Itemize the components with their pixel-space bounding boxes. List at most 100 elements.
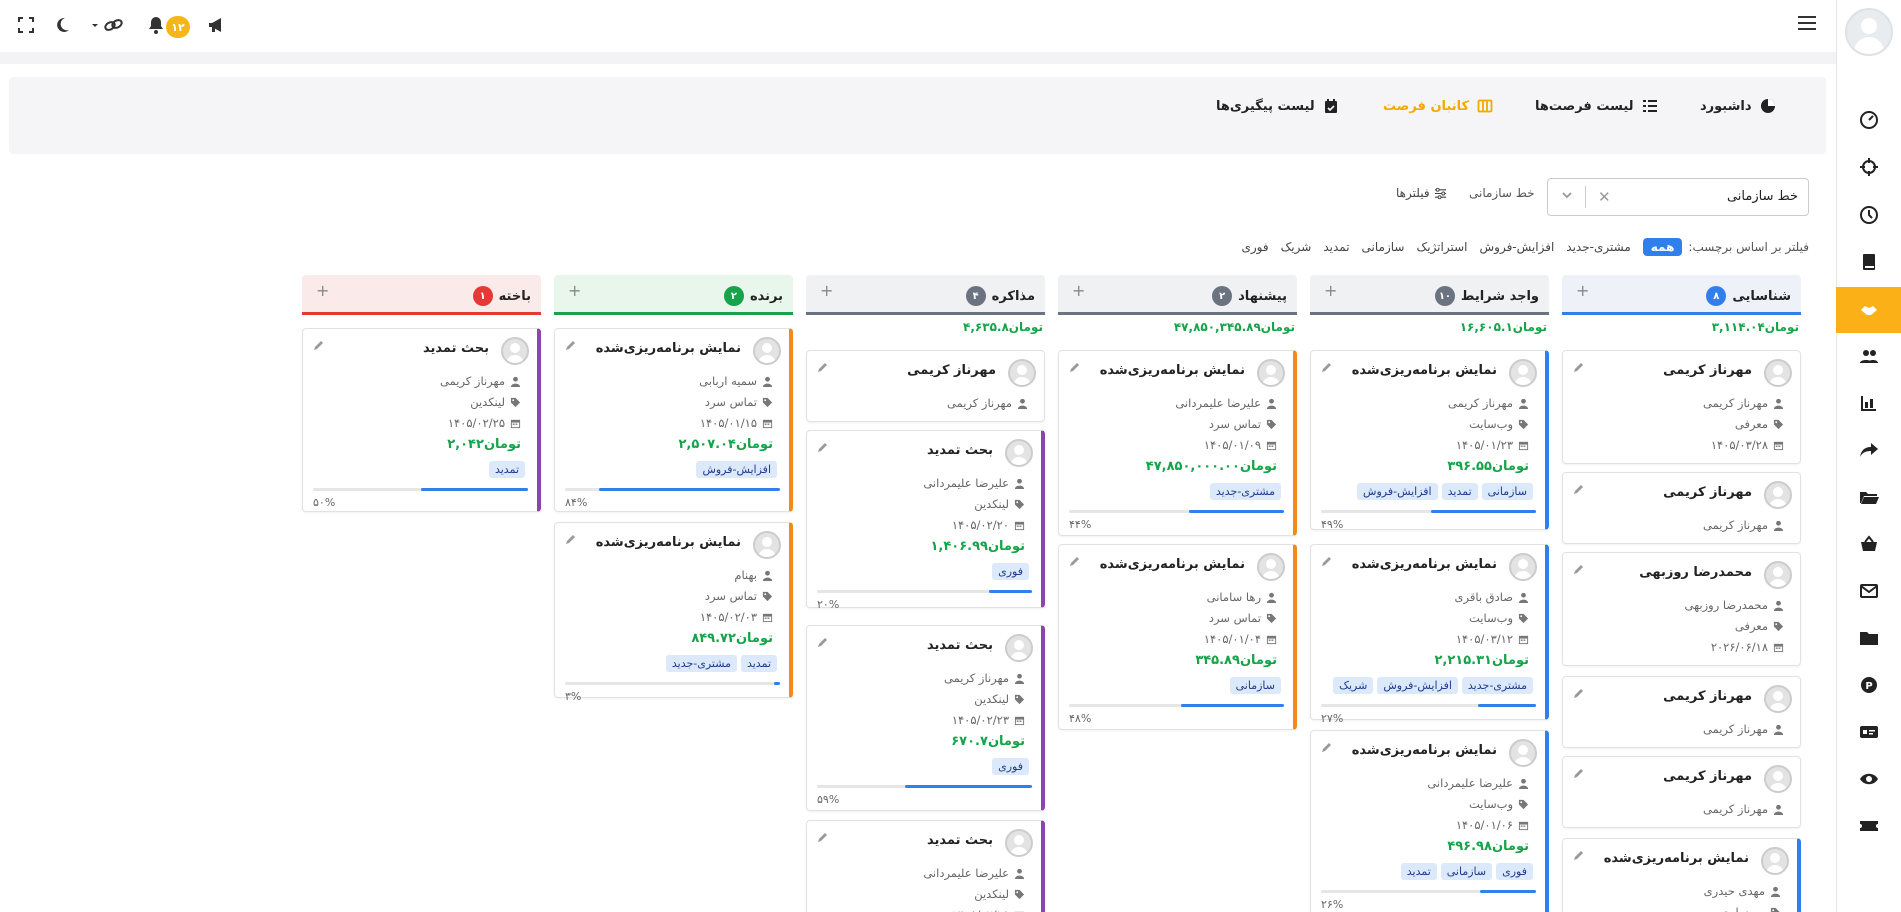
share-icon[interactable] — [1836, 430, 1901, 470]
nav-panel — [9, 77, 1826, 154]
card-source: تماس سرد — [1209, 611, 1277, 625]
add-card-icon[interactable]: + — [316, 281, 330, 300]
opportunity-card[interactable]: نمایش برنامه‌ریزی‌شده صادق باقری وب‌سایت ۱۴… — [1310, 544, 1549, 725]
edit-button[interactable] — [1573, 849, 1585, 864]
moon-icon[interactable] — [52, 14, 72, 36]
opportunity-card[interactable]: بحث تمدید مهرناز کریمی لینکدین ۱۴۰۵/۰۲/۲۵ تو… — [302, 328, 541, 512]
ticket-icon[interactable] — [1836, 806, 1901, 846]
handshake-icon[interactable] — [1836, 287, 1901, 333]
eye-icon[interactable] — [1836, 759, 1901, 799]
opportunity-card[interactable]: مهرناز کریمی مهرناز کریمی — [806, 350, 1045, 422]
money-card-icon[interactable] — [1836, 712, 1901, 752]
card-progress-fill — [773, 682, 780, 685]
opportunity-card[interactable]: مهرناز کریمی مهرناز کریمی — [1562, 472, 1801, 544]
tag-filter-partner[interactable]: شریک — [1280, 240, 1312, 254]
card-owner: مهرناز کریمی — [1448, 396, 1529, 410]
opportunity-card[interactable]: نمایش برنامه‌ریزی‌شده علیرضا علیمردانی تما… — [1058, 350, 1297, 536]
user-avatar[interactable] — [1845, 8, 1893, 56]
header-divider — [0, 52, 1836, 64]
opportunity-card[interactable]: مهرناز کریمی مهرناز کریمی — [1562, 676, 1801, 748]
opportunity-card[interactable]: محمدرضا روزبهی محمدرضا روزبهی معرفی ۲۰۲۶/۰۶… — [1562, 552, 1801, 666]
edit-button[interactable] — [565, 339, 577, 354]
add-card-icon[interactable]: + — [1324, 281, 1338, 300]
tag-filter-upsell[interactable]: افزایش-فروش — [1479, 240, 1555, 254]
edit-button[interactable] — [817, 441, 829, 456]
edit-button[interactable] — [817, 361, 829, 376]
tab-dashboard-label: داشبورد — [1700, 98, 1752, 114]
column-title: برنده ۲ — [723, 286, 783, 306]
users-icon[interactable] — [1836, 336, 1901, 376]
add-card-icon[interactable]: + — [568, 281, 582, 300]
tag-filter-new-customer[interactable]: مشتری-جدید — [1566, 240, 1631, 254]
opportunity-card[interactable]: بحث تمدید علیرضا علیمردانی لینکدین ۱۴۰۵/۰۲/… — [806, 820, 1045, 912]
bell-icon[interactable] — [146, 14, 166, 36]
tab-opportunity-list[interactable]: لیست فرصت‌ها — [1535, 95, 1658, 117]
clear-icon[interactable]: ✕ — [1598, 188, 1611, 206]
opportunity-card[interactable]: مهرناز کریمی مهرناز کریمی — [1562, 756, 1801, 828]
megaphone-icon[interactable] — [205, 14, 227, 36]
edit-button[interactable] — [1069, 361, 1081, 376]
edit-button[interactable] — [1069, 555, 1081, 570]
edit-button[interactable] — [817, 636, 829, 651]
opportunity-card[interactable]: نمایش برنامه‌ریزی‌شده مهرناز کریمی وب‌سایت… — [1310, 350, 1549, 531]
envelope-icon[interactable] — [1836, 571, 1901, 611]
tab-opportunity-list-label: لیست فرصت‌ها — [1535, 98, 1634, 114]
tag-filter-enterprise[interactable]: سازمانی — [1361, 240, 1405, 254]
opportunity-card[interactable]: نمایش برنامه‌ریزی‌شده رها سامانی تماس سرد ۱… — [1058, 544, 1297, 730]
add-card-icon[interactable]: + — [1072, 281, 1086, 300]
edit-button[interactable] — [817, 831, 829, 846]
add-card-icon[interactable]: + — [820, 281, 834, 300]
tab-kanban[interactable]: کانبان فرصت — [1383, 95, 1493, 117]
edit-button[interactable] — [1321, 361, 1333, 376]
tag-filter-all[interactable]: همه — [1642, 238, 1683, 256]
column-total: تومان۱۶,۶۰۵.۱ — [1459, 320, 1547, 334]
parking-icon[interactable]: P — [1836, 665, 1901, 705]
card-tags: مشتری-جدید — [1209, 483, 1281, 500]
chevron-down-icon[interactable] — [1560, 188, 1574, 205]
filters-button[interactable]: فیلترها — [1396, 186, 1447, 200]
edit-button[interactable] — [1573, 687, 1585, 702]
dashboard-icon[interactable] — [1836, 100, 1901, 140]
fullscreen-icon[interactable] — [16, 14, 36, 36]
edit-button[interactable] — [1573, 563, 1585, 578]
tag-filter-urgent[interactable]: فوری — [1241, 240, 1269, 254]
card-progress-percent: ۲۰% — [817, 598, 840, 611]
edit-button[interactable] — [1573, 483, 1585, 498]
edit-button[interactable] — [1573, 767, 1585, 782]
opportunity-card[interactable]: نمایش برنامه‌ریزی‌شده بهنام تماس سرد ۱۴۰۵/۰… — [554, 522, 793, 703]
card-source-text: وب‌سایت — [1468, 417, 1513, 431]
card-date-text: ۲۰۲۶/۰۶/۱۸ — [1710, 640, 1768, 654]
add-card-icon[interactable]: + — [1576, 281, 1590, 300]
column-title-label: پیشنهاد — [1238, 288, 1287, 304]
tab-followups[interactable]: لیست پیگیری‌ها — [1216, 95, 1339, 117]
owner-avatar — [1764, 561, 1792, 589]
opportunity-card[interactable]: بحث تمدید علیرضا علیمردانی لینکدین ۱۴۰۵/۰۲/… — [806, 430, 1045, 611]
edit-button[interactable] — [1321, 555, 1333, 570]
crosshair-icon[interactable] — [1836, 147, 1901, 187]
card-progress-bar — [1069, 704, 1284, 707]
opportunity-card[interactable]: مهرناز کریمی مهرناز کریمی معرفی ۱۴۰۵/۰۳/۲۸ — [1562, 350, 1801, 464]
opportunity-card[interactable]: بحث تمدید مهرناز کریمی لینکدین ۱۴۰۵/۰۲/۲۳ تو… — [806, 625, 1045, 811]
opportunity-card[interactable]: نمایش برنامه‌ریزی‌شده مهدی حیدری وب‌سایت — [1562, 838, 1801, 912]
org-line-select[interactable]: خط سازمانی ✕ — [1547, 178, 1809, 216]
chart-icon[interactable] — [1836, 383, 1901, 423]
folder-icon[interactable] — [1836, 618, 1901, 658]
edit-button[interactable] — [1321, 741, 1333, 756]
edit-button[interactable] — [565, 533, 577, 548]
opportunity-card[interactable]: نمایش برنامه‌ریزی‌شده علیرضا علیمردانی وب‌… — [1310, 730, 1549, 912]
opportunity-card[interactable]: نمایش برنامه‌ریزی‌شده سمیه اربابی تماس سرد… — [554, 328, 793, 512]
clock-icon[interactable] — [1836, 195, 1901, 235]
menu-toggle-icon[interactable] — [1798, 16, 1816, 32]
book-icon[interactable] — [1836, 242, 1901, 282]
basket-icon[interactable] — [1836, 524, 1901, 564]
edit-button[interactable] — [1573, 361, 1585, 376]
link-dropdown-icon[interactable] — [90, 14, 126, 36]
tag-filter-renewal[interactable]: تمدید — [1323, 240, 1350, 254]
tab-dashboard[interactable]: داشبورد — [1700, 95, 1776, 117]
user-icon — [1014, 673, 1025, 684]
edit-button[interactable] — [313, 339, 325, 354]
user-icon — [1773, 600, 1784, 611]
folder-open-icon[interactable] — [1836, 477, 1901, 517]
tag-filter-strategic[interactable]: استراتژیک — [1416, 240, 1468, 254]
card-owner: رها سامانی — [1207, 590, 1277, 604]
